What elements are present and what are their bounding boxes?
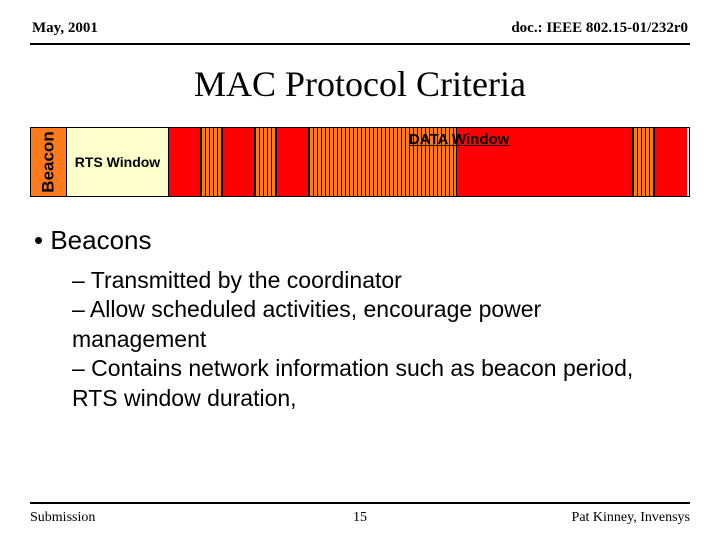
- data-slot: [223, 128, 255, 196]
- beacon-label: Beacon: [39, 131, 59, 192]
- data-window: DATA Window: [169, 128, 689, 196]
- superframe-diagram: Beacon RTS Window DATA Window: [30, 127, 690, 197]
- sub-bullet: – Contains network information such as b…: [72, 354, 634, 413]
- sub-bullet: – Transmitted by the coordinator: [72, 266, 634, 295]
- footer-left: Submission: [30, 510, 95, 526]
- gts-slot: [255, 128, 277, 196]
- gts-slot: [201, 128, 223, 196]
- page-title: MAC Protocol Criteria: [30, 63, 690, 105]
- data-window-label: DATA Window: [409, 131, 509, 148]
- footer-author: Pat Kinney, Invensys: [572, 510, 690, 526]
- footer-rule: [30, 502, 690, 504]
- gts-slot: [633, 128, 655, 196]
- header-docnum: doc.: IEEE 802.15-01/232r0: [511, 20, 688, 37]
- header-date: May, 2001: [32, 20, 98, 37]
- header-rule: [30, 43, 690, 45]
- beacon-column: Beacon: [31, 128, 67, 196]
- data-slot: [655, 128, 687, 196]
- bullet-beacons: • Beacons: [34, 225, 690, 256]
- rts-label: RTS Window: [75, 154, 160, 170]
- data-slot: [169, 128, 201, 196]
- rts-window: RTS Window: [67, 128, 169, 196]
- data-slot: [277, 128, 309, 196]
- sub-bullet: – Allow scheduled activities, encourage …: [72, 295, 634, 354]
- footer-page-number: 15: [353, 510, 367, 526]
